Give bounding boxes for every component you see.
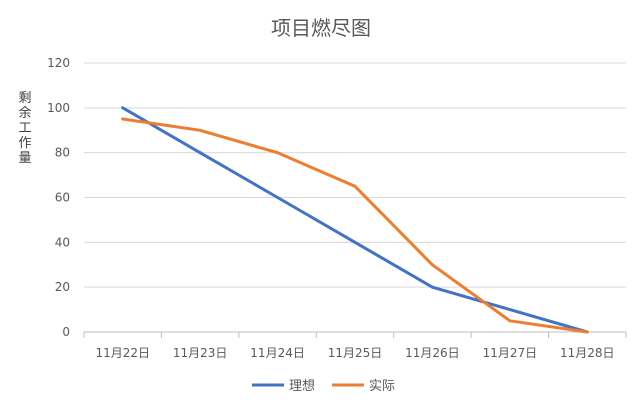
x-tick-label: 11月27日 <box>483 346 538 360</box>
legend-label-1: 实际 <box>369 379 395 394</box>
gridlines <box>84 62 626 333</box>
series-1-point <box>508 319 512 323</box>
series-line-0 <box>121 106 589 334</box>
series-0-point <box>508 308 512 312</box>
series-0-point <box>198 151 202 155</box>
series-0-point <box>121 106 125 110</box>
series-lines <box>121 106 589 334</box>
x-tick-label: 11月23日 <box>173 346 228 360</box>
x-tick-label: 11月28日 <box>560 346 615 360</box>
series-1-point <box>276 151 280 155</box>
chart-title: 项目燃尽图 <box>271 16 371 40</box>
series-0-point <box>430 285 434 289</box>
x-axis-ticks: 11月22日 11月23日 11月24日 11月25日 11月26日 11月27日 11月2… <box>83 332 627 360</box>
y-tick-label: 20 <box>55 280 70 294</box>
y-axis-label-char: 作 <box>18 136 31 151</box>
series-1-point <box>430 263 434 267</box>
x-tick-label: 11月22日 <box>95 346 150 360</box>
series-1-point <box>198 128 202 132</box>
y-tick-label: 0 <box>62 325 70 339</box>
series-0-point <box>353 240 357 244</box>
y-tick-label: 100 <box>47 101 70 115</box>
y-axis-ticks: 0 20 40 60 80 100 120 <box>47 56 70 339</box>
y-tick-label: 120 <box>47 56 70 70</box>
series-line-1 <box>121 117 589 334</box>
series-1-point <box>353 184 357 188</box>
y-axis-label-char: 剩 <box>18 91 31 106</box>
y-tick-label: 60 <box>55 191 70 205</box>
series-1-point <box>585 330 589 334</box>
series-0-point <box>276 196 280 199</box>
x-tick-label: 11月24日 <box>250 346 305 360</box>
y-axis-label-char: 量 <box>18 151 31 166</box>
x-tick-label: 11月25日 <box>328 346 383 360</box>
x-tick-label: 11月26日 <box>405 346 460 360</box>
y-tick-label: 80 <box>55 146 70 160</box>
y-tick-label: 40 <box>55 235 70 249</box>
legend-label-0: 理想 <box>289 378 315 394</box>
y-axis-label-char: 余 <box>18 105 31 121</box>
legend: 理想 实际 <box>252 378 395 394</box>
y-axis-label-char: 工 <box>18 121 31 136</box>
series-1-point <box>121 117 125 121</box>
